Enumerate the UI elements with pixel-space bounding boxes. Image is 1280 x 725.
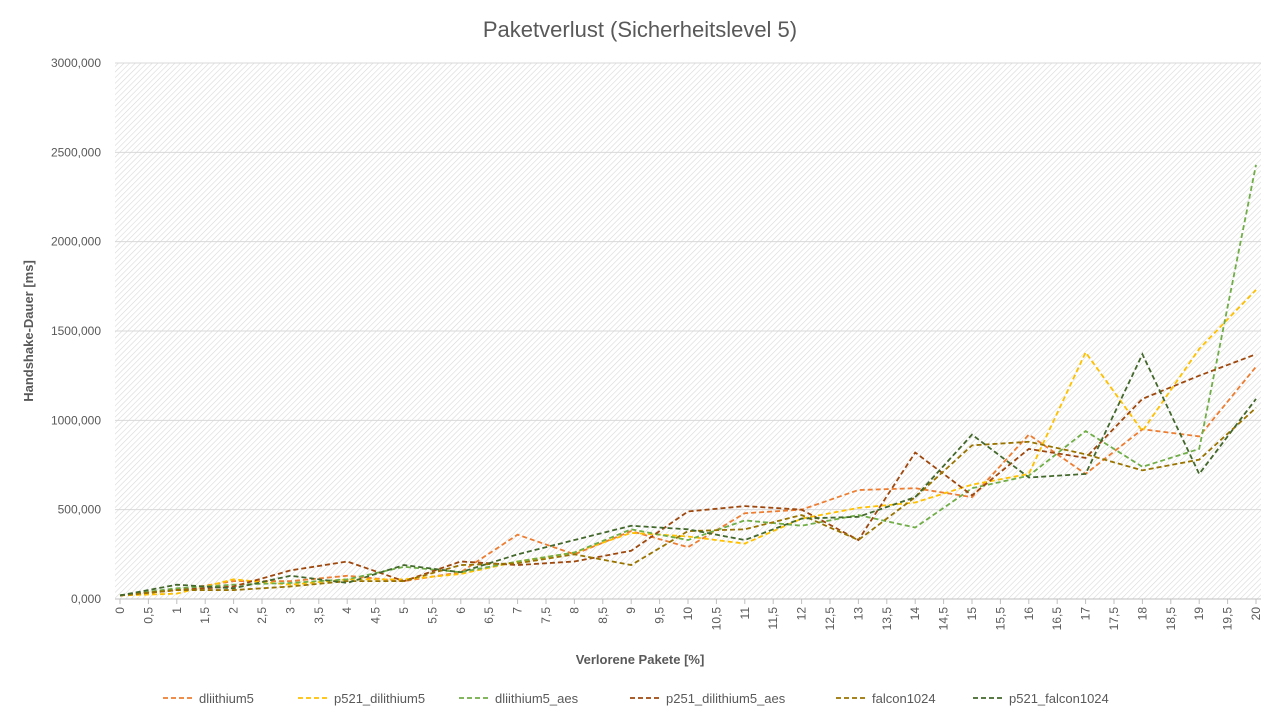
x-tick-label: 3 [283, 607, 297, 614]
x-tick-label: 16 [1022, 607, 1036, 621]
x-tick-label: 17 [1079, 607, 1093, 621]
x-tick-label: 14,5 [937, 607, 951, 631]
y-tick-label: 1500,000 [51, 324, 101, 338]
x-tick-label: 11,5 [766, 607, 780, 630]
legend-label: p251_dilithium5_aes [666, 691, 786, 706]
x-tick-label: 1 [170, 607, 184, 614]
x-tick-label: 8 [567, 607, 581, 614]
x-tick-label: 9,5 [653, 607, 667, 624]
series-line [119, 407, 1257, 597]
x-tick-label: 12,5 [823, 607, 837, 631]
x-tick-label: 19 [1192, 607, 1206, 621]
x-tick-label: 18,5 [1164, 607, 1178, 631]
x-tick-label: 19,5 [1221, 607, 1235, 631]
x-tick-label: 3,5 [312, 607, 326, 624]
series-line [119, 366, 1257, 597]
x-tick-label: 6,5 [482, 607, 496, 624]
chart-title: Paketverlust (Sicherheitslevel 5) [483, 17, 797, 42]
x-tick-label: 9 [624, 607, 638, 614]
legend-label: falcon1024 [872, 691, 936, 706]
x-tick-label: 10 [681, 607, 695, 621]
x-tick-label: 2 [227, 607, 241, 614]
x-tick-label: 8,5 [596, 607, 610, 624]
x-tick-label: 18 [1135, 607, 1149, 621]
x-tick-label: 11 [738, 607, 752, 620]
legend-label: p521_falcon1024 [1009, 691, 1109, 706]
legend-label: p521_dilithium5 [334, 691, 425, 706]
x-tick-label: 14 [908, 607, 922, 621]
series-line [119, 289, 1257, 597]
x-tick-label: 13 [851, 607, 865, 621]
x-tick-label: 12 [795, 607, 809, 621]
y-tick-label: 2000,000 [51, 235, 101, 249]
x-tick-label: 0,5 [141, 607, 155, 624]
x-tick-label: 5 [397, 607, 411, 614]
y-tick-label: 3000,000 [51, 56, 101, 70]
x-tick-label: 1,5 [198, 607, 212, 624]
x-tick-label: 20 [1249, 607, 1263, 621]
x-tick-label: 10,5 [709, 607, 723, 631]
x-tick-label: 15 [965, 607, 979, 621]
y-tick-label: 1000,000 [51, 413, 101, 427]
y-tick-label: 0,000 [71, 592, 101, 606]
x-axis-label: Verlorene Pakete [%] [576, 652, 705, 667]
y-axis-label: Handshake-Dauer [ms] [21, 260, 36, 402]
legend-label: dliithium5_aes [495, 691, 579, 706]
y-tick-label: 2500,000 [51, 145, 101, 159]
series-line [119, 352, 1257, 597]
series-line [119, 164, 1257, 597]
x-tick-label: 6 [454, 607, 468, 614]
x-tick-label: 13,5 [880, 607, 894, 631]
x-tick-label: 2,5 [255, 607, 269, 624]
x-tick-label: 7 [511, 607, 525, 614]
x-tick-label: 15,5 [993, 607, 1007, 631]
x-tick-label: 7,5 [539, 607, 553, 624]
series-line [119, 353, 1257, 597]
x-tick-label: 5,5 [425, 607, 439, 624]
y-tick-label: 500,000 [58, 503, 102, 517]
x-tick-label: 16,5 [1050, 607, 1064, 631]
x-tick-label: 4,5 [369, 607, 383, 624]
x-tick-label: 0 [113, 607, 127, 614]
x-tick-label: 4 [340, 607, 354, 614]
x-tick-label: 17,5 [1107, 607, 1121, 631]
legend-label: dliithium5 [199, 691, 254, 706]
